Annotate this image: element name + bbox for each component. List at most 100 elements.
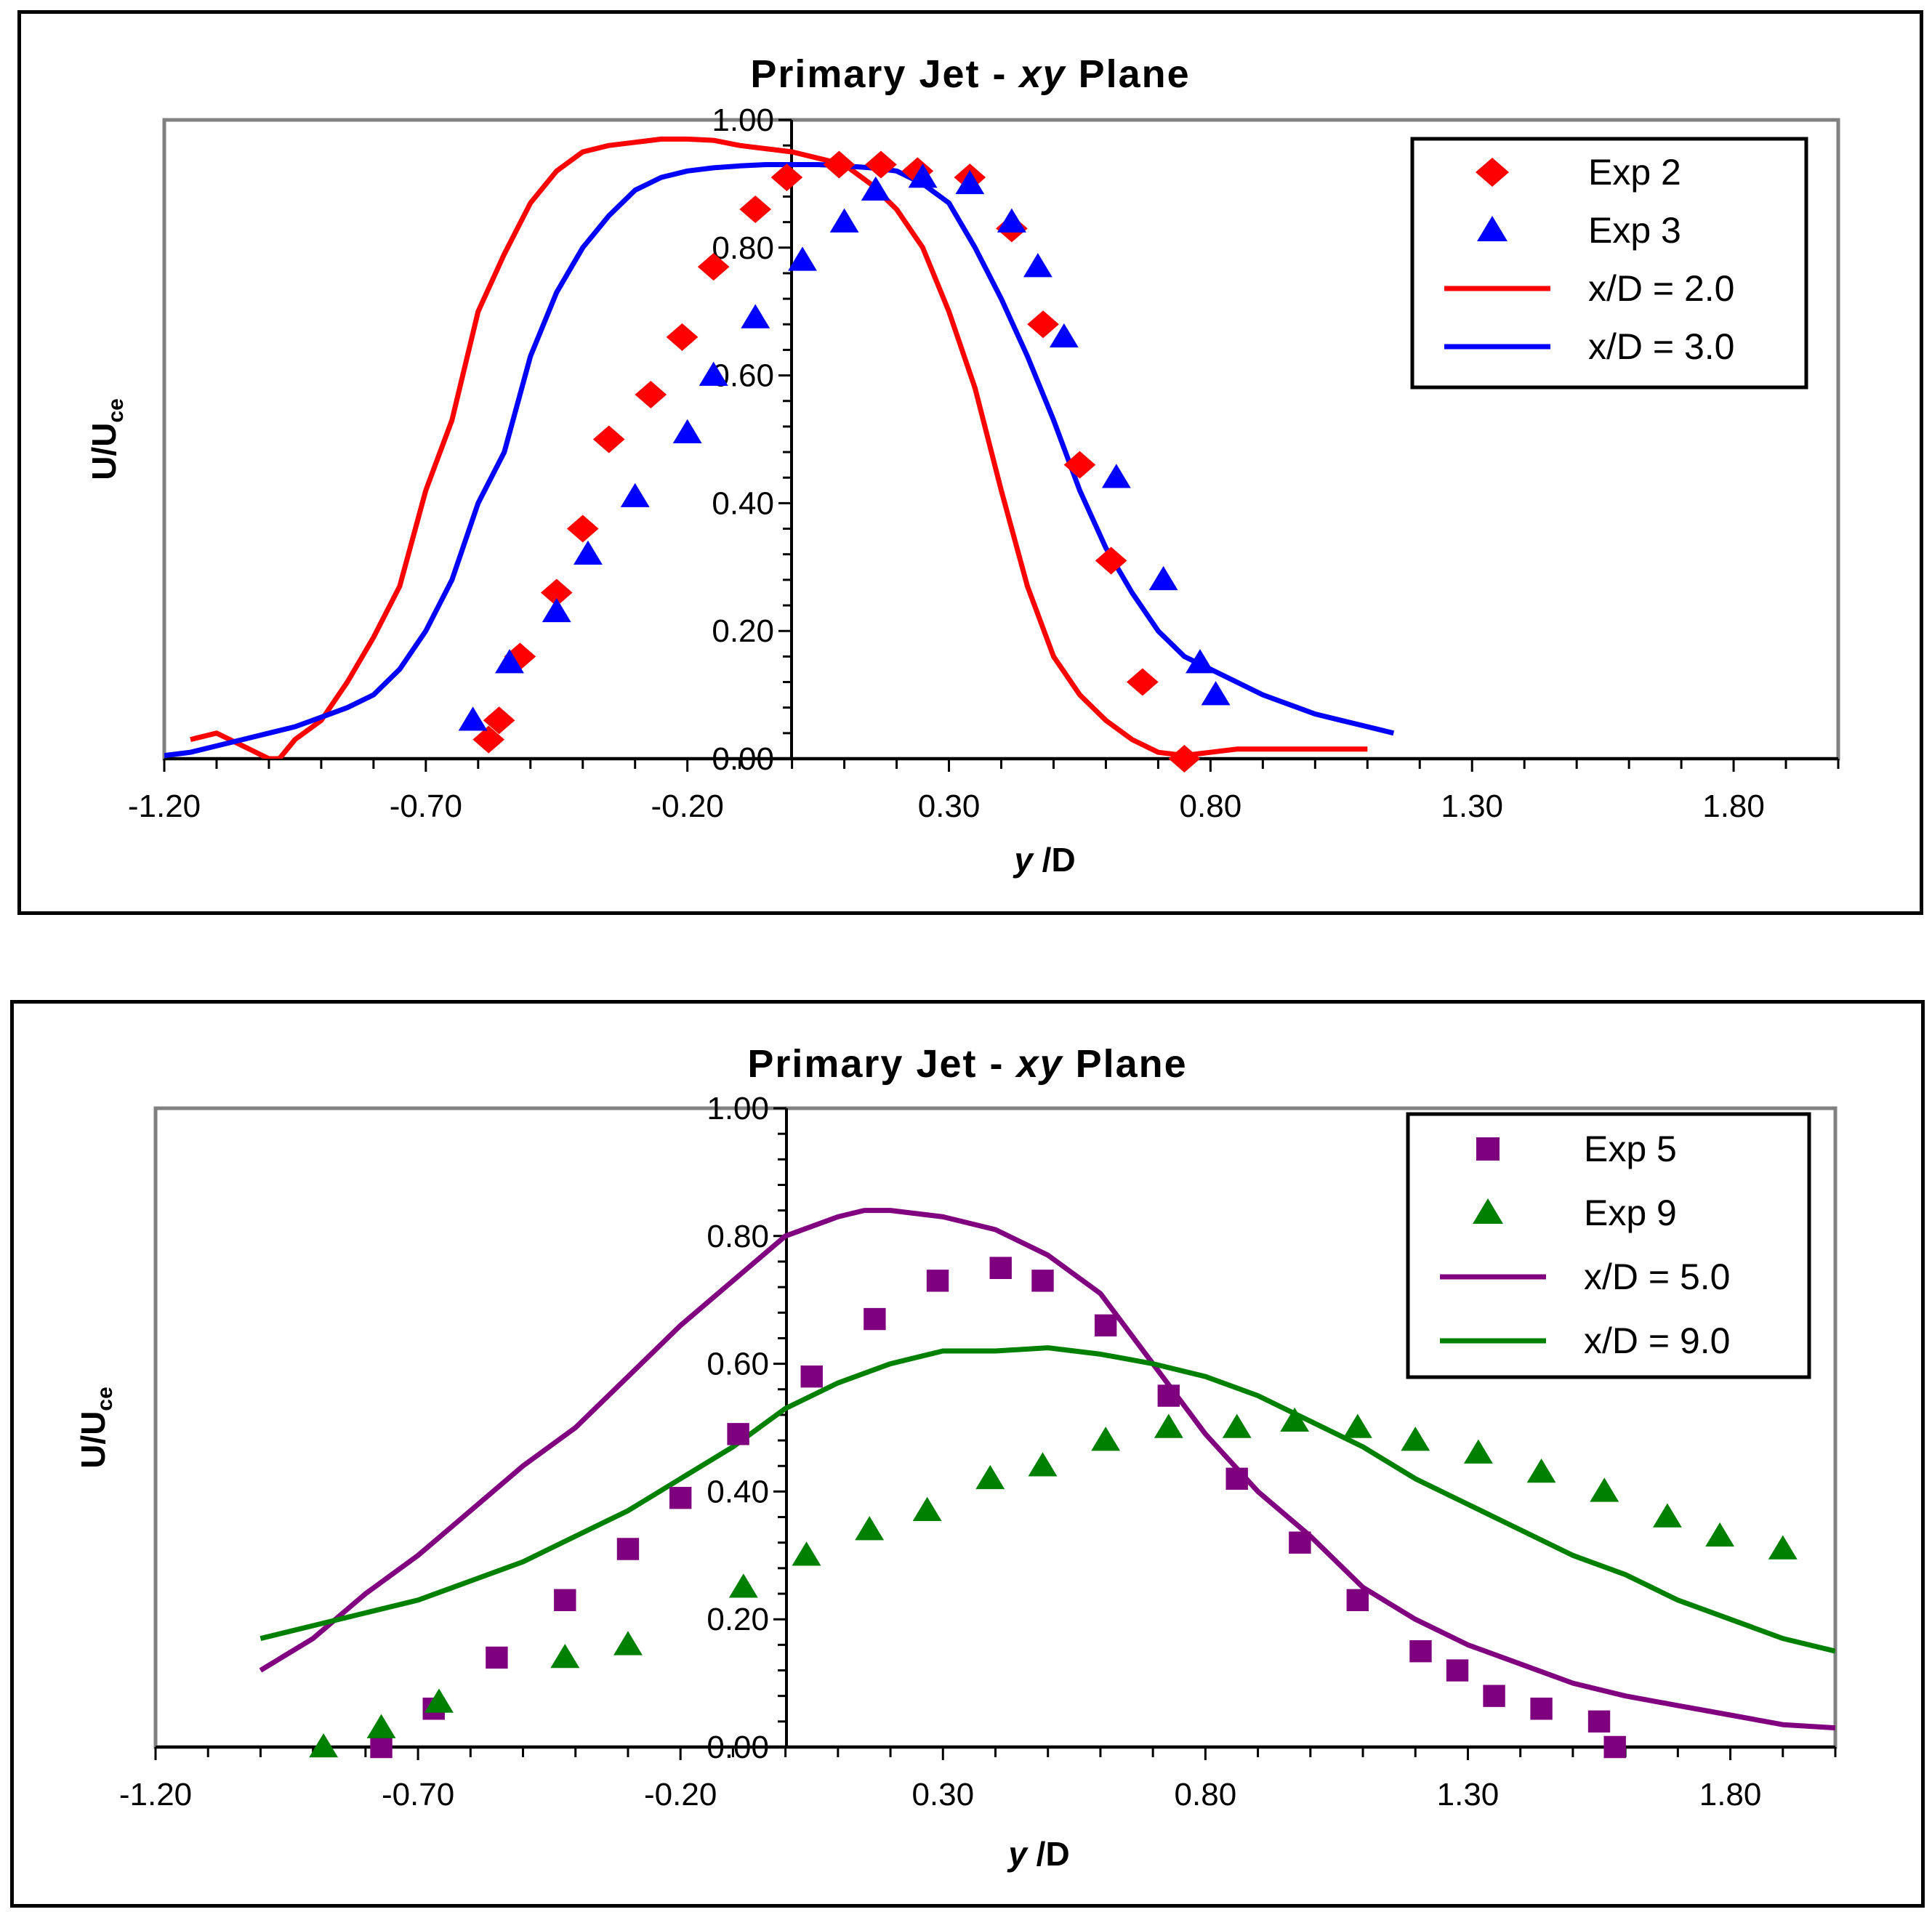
data-point — [550, 1643, 580, 1669]
data-point — [1526, 1459, 1556, 1483]
data-point — [616, 1538, 640, 1560]
data-point — [792, 1541, 821, 1566]
y-tick-label: 0.60 — [712, 358, 774, 394]
data-point — [741, 304, 770, 328]
y-tick-label: 1.00 — [707, 1091, 769, 1126]
x-tick-label: 1.30 — [1441, 788, 1503, 824]
legend-label: Exp 9 — [1584, 1193, 1677, 1233]
data-point — [770, 164, 803, 192]
data-point — [1031, 1270, 1054, 1292]
y-axis-title-main: U/U — [85, 423, 123, 480]
data-point — [554, 1589, 576, 1612]
data-point — [865, 150, 897, 179]
data-point — [613, 1631, 643, 1655]
data-point — [788, 246, 817, 271]
y-axis-title: U/Uce — [74, 1387, 117, 1469]
legend-label: x/D = 9.0 — [1584, 1320, 1731, 1361]
data-point — [1463, 1439, 1493, 1464]
data-point — [1201, 681, 1231, 706]
chart-1-svg: -1.20 -0.70 -0.20 0.30 0.80 1.30 1.80 0.00 0.20 0… — [85, 102, 1840, 879]
data-point — [592, 425, 625, 453]
legend-label: x/D = 2.0 — [1588, 268, 1735, 309]
data-point — [861, 176, 890, 201]
series-line — [190, 136, 1368, 759]
x-tick-label: -0.70 — [382, 1777, 454, 1812]
chart-title-prefix: Primary Jet - — [750, 52, 1020, 96]
data-point — [424, 1688, 454, 1713]
data-point — [1222, 1413, 1252, 1438]
data-point — [458, 706, 488, 731]
data-point — [486, 1646, 508, 1669]
data-point — [823, 150, 856, 179]
data-point — [1587, 1710, 1611, 1733]
data-point — [666, 323, 699, 351]
data-point — [672, 419, 702, 443]
data-point — [955, 169, 985, 195]
data-point — [1652, 1503, 1682, 1528]
legend-label: x/D = 3.0 — [1588, 326, 1735, 367]
y-tick-label: 0.80 — [707, 1219, 769, 1254]
data-point — [1530, 1698, 1553, 1720]
x-axis-title: y /D — [1013, 841, 1075, 879]
x-tick-label: 0.30 — [911, 1777, 974, 1812]
chart-title-italic: xy — [1019, 52, 1066, 96]
y-tick-label: 1.00 — [712, 102, 774, 138]
data-point — [1483, 1685, 1505, 1707]
data-point — [829, 208, 859, 233]
legend-label: Exp 5 — [1584, 1129, 1677, 1169]
y-tick-label: 0.40 — [712, 485, 774, 521]
data-point — [908, 164, 938, 188]
data-point — [366, 1714, 396, 1738]
data-point — [309, 1733, 339, 1758]
series-line — [259, 1208, 1835, 1731]
data-point — [620, 483, 650, 507]
chart-title-suffix: Plane — [1063, 1042, 1188, 1086]
chart-title-prefix: Primary Jet - — [747, 1042, 1017, 1086]
data-point — [1280, 1407, 1310, 1432]
data-point — [1154, 1413, 1183, 1438]
x-axis-title-rest: /D — [1027, 1835, 1070, 1873]
legend-marker-swatch — [1476, 158, 1509, 187]
data-point — [1590, 1477, 1619, 1502]
data-point — [1094, 1314, 1117, 1337]
x-axis-title-italic: y — [1007, 1835, 1029, 1873]
data-point — [1603, 1735, 1626, 1759]
data-point — [1049, 323, 1079, 348]
legend-label: Exp 3 — [1588, 210, 1681, 251]
data-point — [975, 1464, 1005, 1490]
data-point — [573, 540, 603, 565]
data-point — [1126, 668, 1159, 696]
y-tick-label: 0.20 — [707, 1602, 769, 1637]
data-point — [1063, 451, 1096, 479]
data-point — [1768, 1535, 1798, 1560]
chart-2-svg: -1.20 -0.70 -0.20 0.30 0.80 1.30 1.80 0.00 0.20 0… — [74, 1091, 1838, 1873]
data-point — [635, 380, 667, 408]
y-axis-title-sub: ce — [93, 1387, 117, 1411]
data-point — [1289, 1531, 1311, 1554]
data-point — [472, 725, 505, 754]
y-axis-title: U/Uce — [85, 398, 128, 480]
data-point — [1401, 1427, 1430, 1451]
data-point — [504, 642, 536, 671]
data-point — [566, 515, 599, 543]
y-tick-label: 0.40 — [707, 1474, 769, 1509]
data-point — [1023, 253, 1052, 278]
x-tick-label: -0.20 — [644, 1777, 717, 1812]
data-point — [997, 208, 1026, 233]
legend-box — [1406, 1112, 1811, 1379]
series-line — [259, 1345, 1835, 1654]
data-point — [542, 597, 571, 623]
y-tick-label: 0.00 — [712, 741, 774, 777]
data-point — [864, 1307, 886, 1331]
series-line — [164, 162, 1395, 759]
chart-panel-2: Primary Jet - xy Plane -1.20 -0.70 -0.20 0.… — [10, 1000, 1925, 1908]
data-point — [1157, 1384, 1180, 1407]
data-point — [370, 1735, 393, 1759]
data-point — [855, 1516, 885, 1541]
x-axis-title: y /D — [1007, 1835, 1069, 1873]
data-point — [697, 253, 730, 281]
data-point — [1705, 1522, 1735, 1547]
y-tick-label: 0.20 — [712, 613, 774, 649]
data-point — [1091, 1427, 1121, 1451]
legend-label: Exp 2 — [1588, 152, 1681, 193]
